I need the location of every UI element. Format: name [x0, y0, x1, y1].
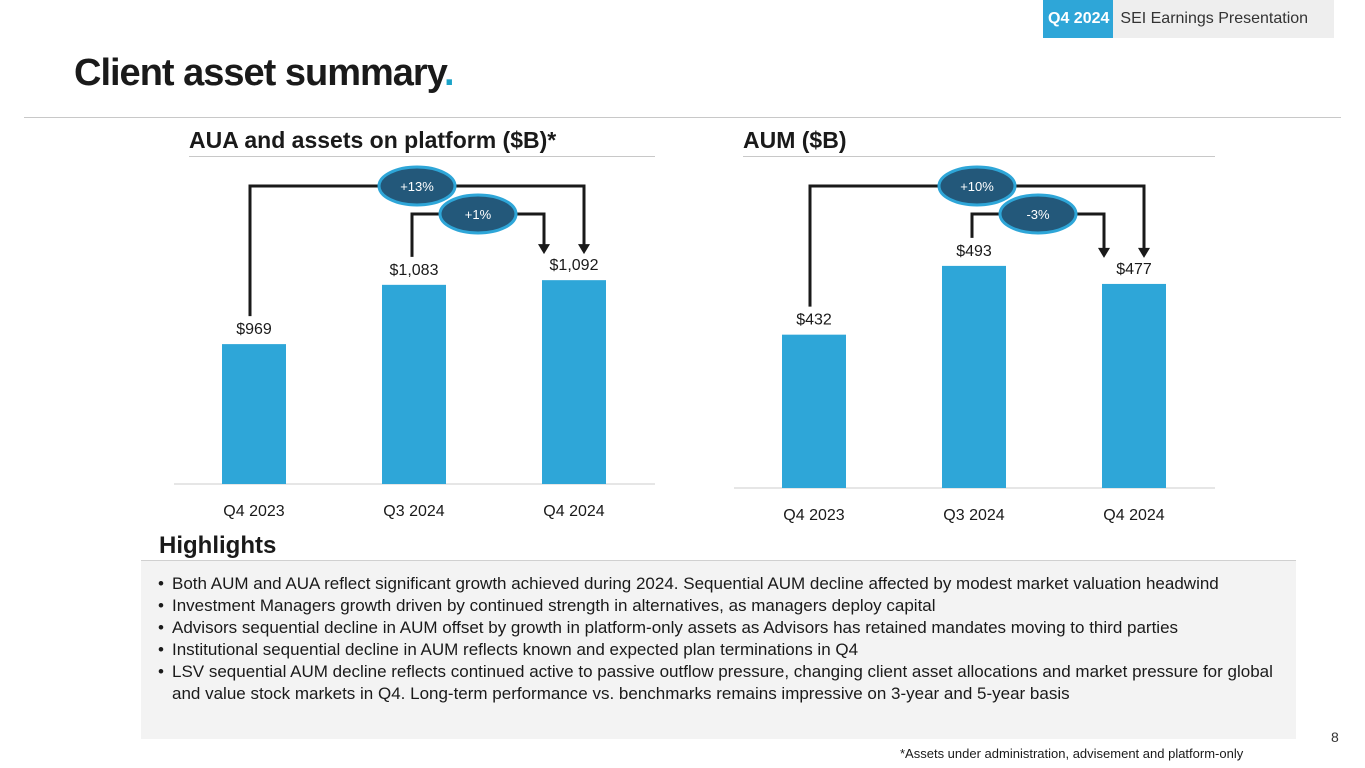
aum-arrowhead-inner [1098, 247, 1110, 258]
title-divider [24, 117, 1341, 118]
highlight-item: Institutional sequential decline in AUM … [158, 639, 1276, 661]
aua-value-label: $1,092 [550, 257, 599, 274]
aua-value-label: $969 [236, 321, 272, 338]
deck-title: SEI Earnings Presentation [1113, 0, 1335, 38]
period-tag: Q4 2024 [1043, 0, 1114, 38]
highlights-panel: Both AUM and AUA reflect significant gro… [141, 560, 1296, 739]
page-number: 8 [1331, 729, 1339, 745]
aum-value-label: $477 [1116, 261, 1152, 278]
title-dot: . [444, 52, 455, 94]
charts-canvas: $969 Q4 2023 $1,083 Q3 2024 $1,092 Q4 2024 +13… [174, 165, 1215, 524]
highlights-heading: Highlights [159, 532, 277, 559]
aum-change-bubble [937, 165, 1017, 207]
aum-bar [942, 265, 1006, 488]
aum-category-label: Q4 2024 [1103, 507, 1164, 524]
footnote: *Assets under administration, advisement… [900, 746, 1244, 761]
presentation-tag: Q4 2024 SEI Earnings Presentation [1043, 0, 1335, 38]
aua-category-label: Q4 2024 [543, 503, 604, 520]
aua-change-bubble [377, 165, 457, 207]
aua-value-label: $1,083 [390, 262, 439, 279]
aua-arrowhead-outer [578, 244, 590, 255]
aum-category-label: Q4 2023 [783, 507, 844, 524]
aua-heading-divider [189, 156, 655, 157]
aum-chart-title: AUM ($B) [743, 127, 847, 153]
aum-heading-divider [743, 156, 1215, 157]
aum-category-label: Q3 2024 [943, 507, 1004, 524]
aua-change-label: +1% [465, 207, 492, 222]
aua-category-label: Q4 2023 [223, 503, 284, 520]
aum-bar [1102, 283, 1166, 488]
highlights-list: Both AUM and AUA reflect significant gro… [158, 573, 1276, 705]
aua-bar [542, 280, 606, 484]
aum-change-bubble [998, 193, 1078, 235]
aua-bar [382, 284, 446, 484]
aum-arrowhead-outer [1138, 247, 1150, 258]
aua-bar [222, 344, 286, 484]
aua-change-label: +13% [400, 179, 434, 194]
aum-bar [782, 334, 846, 488]
aua-change-bubble [438, 193, 518, 235]
aua-chart-title: AUA and assets on platform ($B)* [189, 127, 557, 153]
aum-value-label: $493 [956, 243, 992, 260]
aum-change-label: +10% [960, 179, 994, 194]
aua-category-label: Q3 2024 [383, 503, 444, 520]
page-title: Client asset summary. [74, 52, 455, 95]
highlight-item: Advisors sequential decline in AUM offse… [158, 617, 1276, 639]
aum-value-label: $432 [796, 312, 832, 329]
page-title-text: Client asset summary [74, 52, 445, 94]
highlight-item: Investment Managers growth driven by con… [158, 595, 1276, 617]
highlight-item: Both AUM and AUA reflect significant gro… [158, 573, 1276, 595]
aum-change-label: -3% [1026, 207, 1050, 222]
highlight-item: LSV sequential AUM decline reflects cont… [158, 661, 1276, 705]
aua-chart: $969 Q4 2023 $1,083 Q3 2024 $1,092 Q4 2024 +13… [174, 165, 655, 520]
aum-chart: $432 Q4 2023 $493 Q3 2024 $477 Q4 2024 +10% -3% [734, 165, 1215, 524]
aua-arrowhead-inner [538, 244, 550, 255]
